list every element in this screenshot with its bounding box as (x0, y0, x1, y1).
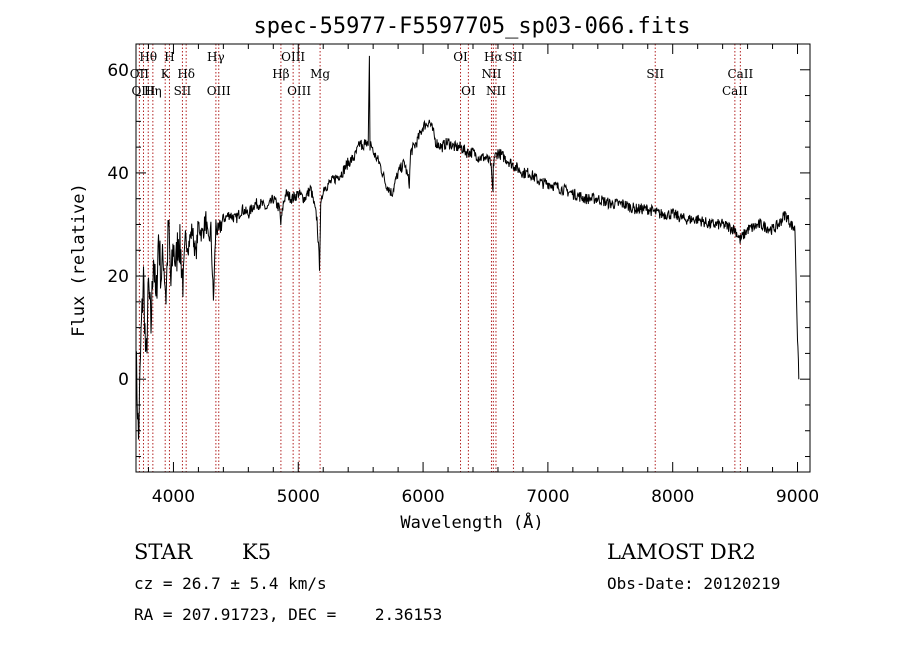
object-class: STAR (134, 540, 193, 564)
line-label: Hα (484, 50, 503, 64)
y-tick-label: 60 (107, 61, 129, 81)
line-label: SII (505, 50, 523, 64)
x-tick-label: 5000 (277, 487, 320, 507)
line-label: OIII (131, 84, 155, 98)
x-tick-label: 4000 (152, 487, 195, 507)
line-label: NII (481, 67, 501, 81)
x-tick-label: 6000 (401, 487, 444, 507)
line-label: Hη (144, 84, 162, 98)
line-label: Hθ (139, 50, 157, 64)
x-axis: 4000 5000 6000 7000 8000 9000 (147, 44, 819, 507)
y-tick-label: 40 (107, 164, 129, 184)
chart-title: spec-55977-F5597705_sp03-066.fits (253, 14, 690, 39)
line-label: Hγ (207, 50, 225, 64)
line-label: Hδ (177, 67, 195, 81)
line-label: OII (130, 67, 150, 81)
spectrum-series (135, 55, 800, 440)
y-axis: 0 20 40 60 (107, 43, 810, 458)
y-axis-label: Flux (relative) (69, 183, 89, 337)
y-tick-label: 0 (118, 370, 129, 390)
line-label: CaII (722, 84, 748, 98)
spectrum-line (135, 55, 800, 440)
x-tick-label: 9000 (776, 487, 819, 507)
line-label: OIII (287, 84, 311, 98)
observation-date: Obs-Date: 20120219 (607, 574, 780, 593)
line-label: SII (174, 84, 192, 98)
object-subclass: K5 (242, 540, 271, 564)
line-label: Mg (310, 67, 330, 81)
line-label: Hβ (272, 67, 289, 81)
line-label: OIII (281, 50, 305, 64)
plot-frame (135, 43, 811, 473)
line-label: OI (453, 50, 468, 64)
x-tick-label: 7000 (526, 487, 569, 507)
line-label: OI (461, 84, 476, 98)
redshift-cz: cz = 26.7 ± 5.4 km/s (134, 574, 327, 593)
line-label: H (164, 50, 174, 64)
line-label: K (161, 67, 171, 81)
line-label: OIII (207, 84, 231, 98)
x-tick-label: 8000 (651, 487, 694, 507)
survey-name: LAMOST DR2 (607, 540, 756, 564)
y-tick-label: 20 (107, 267, 129, 287)
coordinates: RA = 207.91723, DEC = 2.36153 (134, 605, 442, 624)
x-axis-label: Wavelength (Å) (400, 511, 543, 533)
line-label: CaII (727, 67, 753, 81)
line-label: NII (486, 84, 506, 98)
line-label: SII (646, 67, 664, 81)
